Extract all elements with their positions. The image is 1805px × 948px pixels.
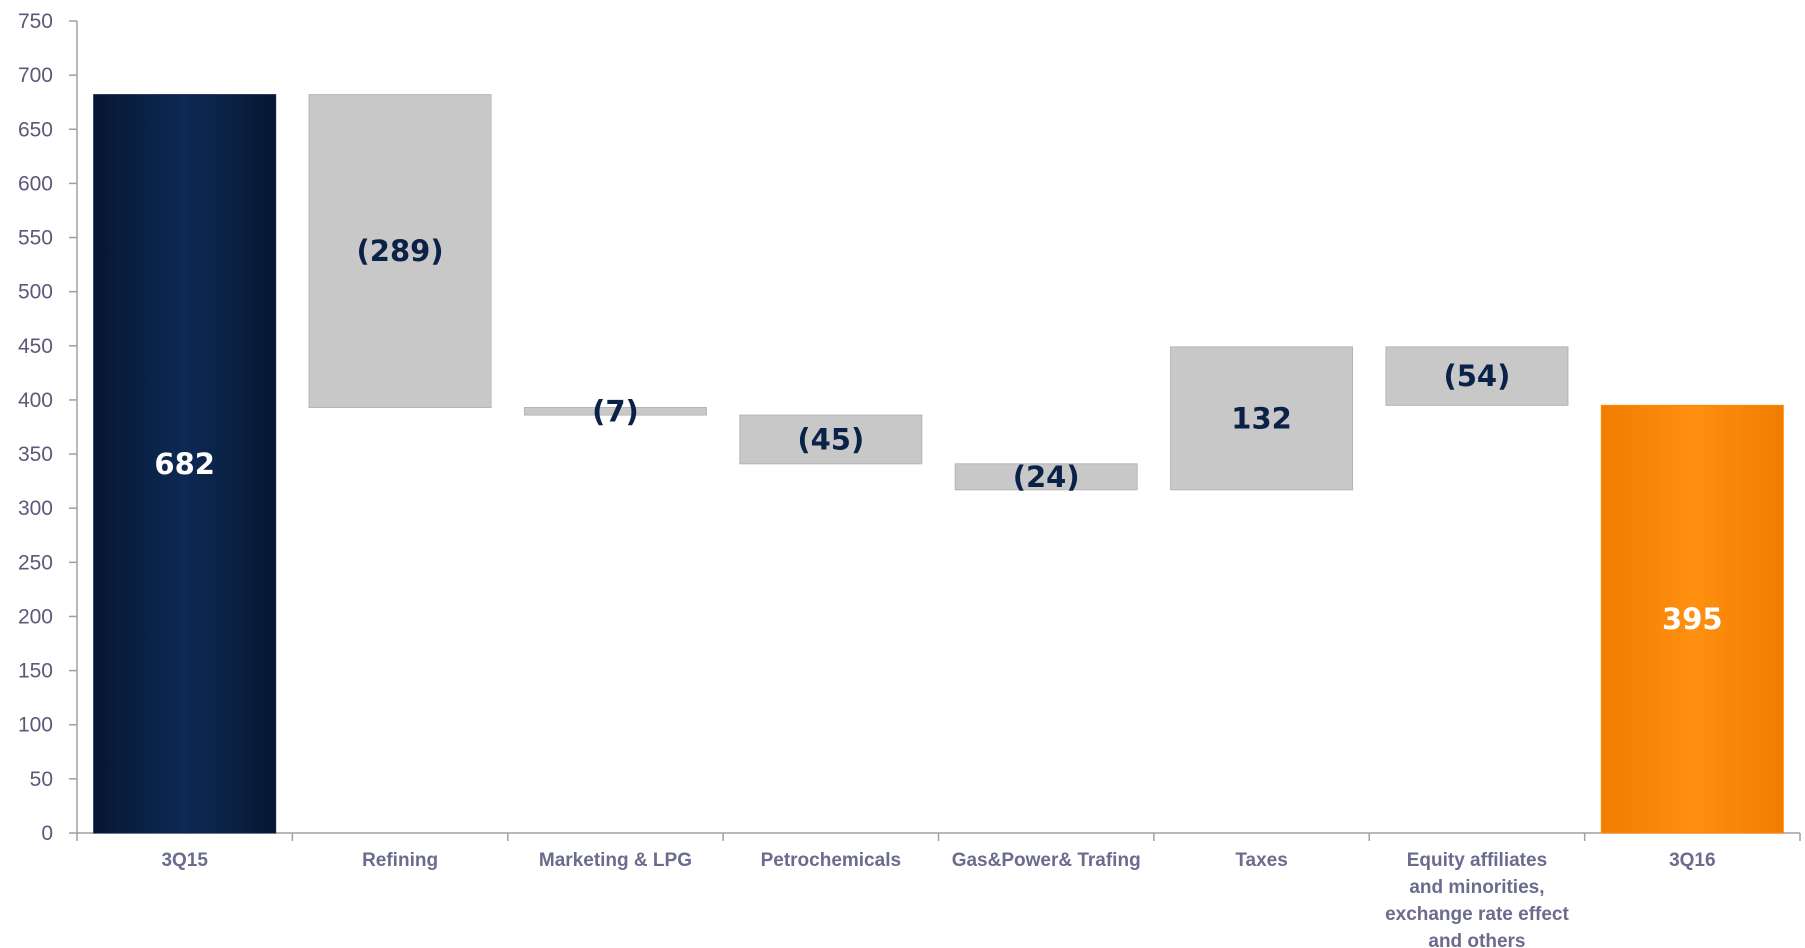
- y-tick-label: 50: [30, 768, 53, 791]
- bar-value-label: (7): [592, 394, 639, 428]
- data-labels: 682 (289) (7) (45) (24) 132 (54) 395: [154, 234, 1722, 636]
- x-category-label: Gas&Power& Trafing: [952, 850, 1141, 871]
- y-axis: 0 50 100 150 200 250 300 350 400 450 500 550 600 650 7…: [18, 10, 78, 845]
- x-category-label: 3Q15: [161, 850, 208, 871]
- x-category-label: Petrochemicals: [761, 850, 901, 871]
- y-tick-label: 200: [18, 605, 53, 628]
- y-tick-label: 150: [18, 660, 53, 683]
- bars: [93, 94, 1784, 834]
- bar-value-label: (289): [357, 234, 444, 268]
- change-bar: [308, 94, 492, 409]
- x-category-label: Marketing & LPG: [539, 850, 692, 871]
- y-tick-label: 450: [18, 335, 53, 358]
- change-bar: [1170, 346, 1354, 491]
- x-category-label: Refining: [362, 850, 438, 871]
- bar-value-label: (45): [797, 422, 864, 456]
- y-tick-label: 500: [18, 281, 53, 304]
- y-tick-label: 700: [18, 64, 53, 87]
- end-total-bar: [1600, 404, 1784, 834]
- x-axis: 3Q15 Refining Marketing & LPG Petrochemical…: [76, 832, 1801, 948]
- y-tick-label: 400: [18, 389, 53, 412]
- change-bar: [1385, 346, 1569, 406]
- bar-value-label: (24): [1013, 460, 1080, 494]
- x-category-label: 3Q16: [1669, 850, 1715, 871]
- y-tick-label: 250: [18, 551, 53, 574]
- bar-value-label: (54): [1444, 359, 1511, 393]
- bar-value-label: 395: [1662, 602, 1723, 636]
- change-bar: [954, 463, 1138, 491]
- y-tick-label: 350: [18, 443, 53, 466]
- y-tick-label: 750: [18, 10, 53, 33]
- y-tick-label: 100: [18, 714, 53, 737]
- bar-value-label: 682: [154, 447, 215, 481]
- change-bar: [523, 407, 707, 416]
- x-category-label: Equity affiliates and minorities, exchange…: [1385, 850, 1569, 948]
- y-tick-label: 600: [18, 172, 53, 195]
- y-tick-label: 550: [18, 227, 53, 250]
- change-bar: [739, 414, 923, 465]
- y-tick-label: 0: [41, 822, 53, 845]
- y-tick-label: 300: [18, 497, 53, 520]
- start-total-bar: [93, 94, 277, 834]
- bar-value-label: 132: [1231, 401, 1292, 435]
- y-tick-label: 650: [18, 118, 53, 141]
- x-category-label: Taxes: [1235, 850, 1287, 871]
